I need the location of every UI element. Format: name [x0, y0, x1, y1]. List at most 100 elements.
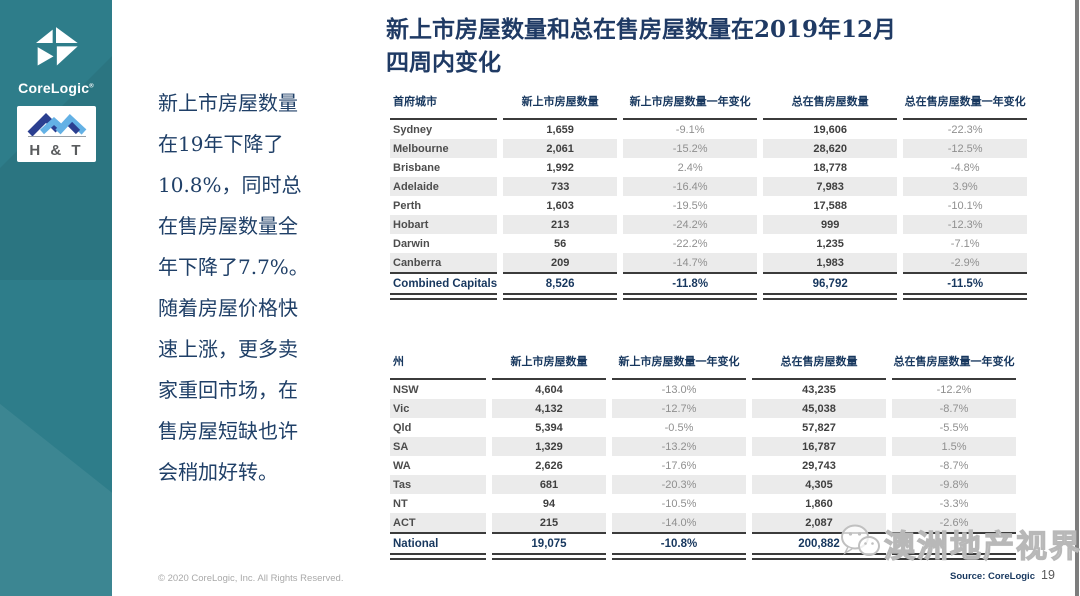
table-cell: -9.1% [675, 123, 705, 136]
table-cell: Darwin [393, 237, 430, 250]
table-cell: -19.5% [672, 199, 708, 212]
column-header: 总在售房屋数量 [752, 346, 886, 380]
table-cell: 1,983 [763, 253, 898, 272]
table-cell: 4,604 [535, 383, 563, 396]
table-cell: -2.9% [903, 253, 1028, 272]
table-cell: ACT [390, 513, 486, 532]
table-cell: 1,659 [546, 123, 574, 136]
table-cell: 2,626 [535, 459, 563, 472]
table-cell: -7.1% [950, 237, 980, 250]
total-cell: -11.8% [623, 272, 758, 295]
total-cell [892, 532, 1016, 555]
rule-cell [390, 295, 498, 300]
table-row: NT 94 -10.5% 1,860 -3.3% [390, 494, 1016, 513]
table-cell: 1,860 [805, 497, 833, 510]
table-cell: 5,394 [535, 421, 563, 434]
rule-cell [390, 555, 486, 560]
total-cell: 19,075 [492, 532, 606, 555]
watermark-text: 澳洲地产视界 [883, 528, 1080, 565]
table-row: Darwin 56 -22.2% 1,235 -7.1% [390, 234, 1027, 253]
table-cell: 19,606 [813, 123, 847, 136]
table-cell: Brisbane [393, 161, 441, 174]
table-cell: Qld [393, 421, 412, 434]
table-cell: -3.3% [939, 497, 969, 510]
intro-line: 年下降了7.7%。 [158, 255, 309, 279]
title-line-2: 四周内变化 [386, 49, 501, 76]
corelogic-wordmark: CoreLogic® [18, 80, 94, 96]
table-cell: 1,329 [492, 437, 606, 456]
trademark-mark: ® [89, 83, 94, 90]
table-cell: 3.9% [903, 177, 1028, 196]
table-cell: -0.5% [664, 421, 694, 434]
table-cell: 209 [503, 253, 618, 272]
table-cell: 94 [542, 497, 556, 510]
table-cell: 45,038 [752, 399, 886, 418]
table-cell: -5.5% [939, 421, 969, 434]
intro-paragraph: 新上市房屋数量 在19年下降了 10.8%，同时总 在售房屋数量全 年下降了7.7%。随… [158, 83, 348, 493]
title-line-1: 新上市房屋数量和总在售房屋数量在2019年12月 [386, 16, 897, 43]
total-cell: 96,792 [763, 272, 898, 295]
table-row: Tas 681 -20.3% 4,305 -9.8% [390, 475, 1016, 494]
table-cell: 1,992 [546, 161, 574, 174]
table-row: WA 2,626 -17.6% 29,743 -8.7% [390, 456, 1016, 475]
table-cell: -13.0% [661, 383, 697, 396]
table-cell: SA [390, 437, 486, 456]
table-cell: -24.2% [623, 215, 758, 234]
table-row: SA 1,329 -13.2% 16,787 1.5% [390, 437, 1016, 456]
intro-line: 售房屋短缺也许 [158, 419, 298, 443]
column-header: 总在售房屋数量 [763, 86, 898, 120]
column-header: 新上市房屋数量 [503, 86, 618, 120]
slide-right-edge [1075, 0, 1079, 596]
table-row: Melbourne 2,061 -15.2% 28,620 -12.5% [390, 139, 1028, 158]
rule-cell [612, 555, 746, 560]
total-cell: Combined Capitals [390, 272, 498, 295]
column-header: 新上市房屋数量 [492, 346, 606, 380]
table-row: Hobart 213 -24.2% 999 -12.3% [390, 215, 1028, 234]
rule-cell [503, 295, 618, 300]
table-cell: -20.3% [612, 475, 746, 494]
table-cell: Canberra [390, 253, 498, 272]
ht-wordmark: H & T [29, 142, 84, 159]
intro-line: 随着房屋价格快 [158, 296, 298, 320]
table-cell: 1,235 [816, 237, 844, 250]
table-cell: -12.7% [612, 399, 746, 418]
total-cell: 8,526 [503, 272, 618, 295]
capitals-total-row: Combined Capitals 8,526 -11.8% 96,792 -11.5% [390, 272, 1028, 295]
table-cell: 4,132 [492, 399, 606, 418]
intro-line: 在售房屋数量全 [158, 214, 298, 238]
table-row: ACT 215 -14.0% 2,087 -2.6% [390, 513, 1016, 532]
table-cell: -2.6% [892, 513, 1016, 532]
table-cell: 1.5% [892, 437, 1016, 456]
table-cell: -12.2% [936, 383, 972, 396]
table-cell: -8.7% [939, 459, 969, 472]
table-bottom-rule [390, 555, 1016, 560]
table-cell: NSW [393, 383, 419, 396]
rule-cell [763, 295, 898, 300]
intro-line: 家重回市场，在 [158, 378, 298, 402]
table-cell: -10.1% [947, 199, 983, 212]
total-cell: -10.8% [612, 532, 746, 555]
table-cell: 681 [492, 475, 606, 494]
column-header: 新上市房屋数量一年变化 [612, 346, 746, 380]
table-cell: -17.6% [661, 459, 697, 472]
table-cell: 56 [554, 237, 567, 250]
table-cell: Adelaide [390, 177, 498, 196]
brand-sidebar: CoreLogic® H & T [0, 0, 112, 596]
rule-cell [892, 555, 1016, 560]
table-row: Sydney 1,659 -9.1% 19,606 -22.3% [390, 120, 1027, 139]
table-cell: -12.5% [903, 139, 1028, 158]
table-cell: Vic [390, 399, 486, 418]
table-cell: -14.0% [612, 513, 746, 532]
table-row: NSW 4,604 -13.0% 43,235 -12.2% [390, 380, 1016, 399]
column-header: 首府城市 [390, 86, 498, 120]
table-cell: -16.4% [623, 177, 758, 196]
intro-line: 在19年下降了 [158, 132, 284, 156]
table-cell: Tas [390, 475, 486, 494]
intro-line: 新上市房屋数量 [158, 91, 298, 115]
table-cell: Sydney [393, 123, 433, 136]
states-table: 州新上市房屋数量 新上市房屋数量一年变化 总在售房屋数量 总在售房屋数量一年变化 NS… [384, 346, 1022, 560]
rule-cell [903, 295, 1028, 300]
column-header: 州 [390, 346, 486, 380]
table-cell: -14.7% [623, 253, 758, 272]
table-cell: 57,827 [802, 421, 836, 434]
